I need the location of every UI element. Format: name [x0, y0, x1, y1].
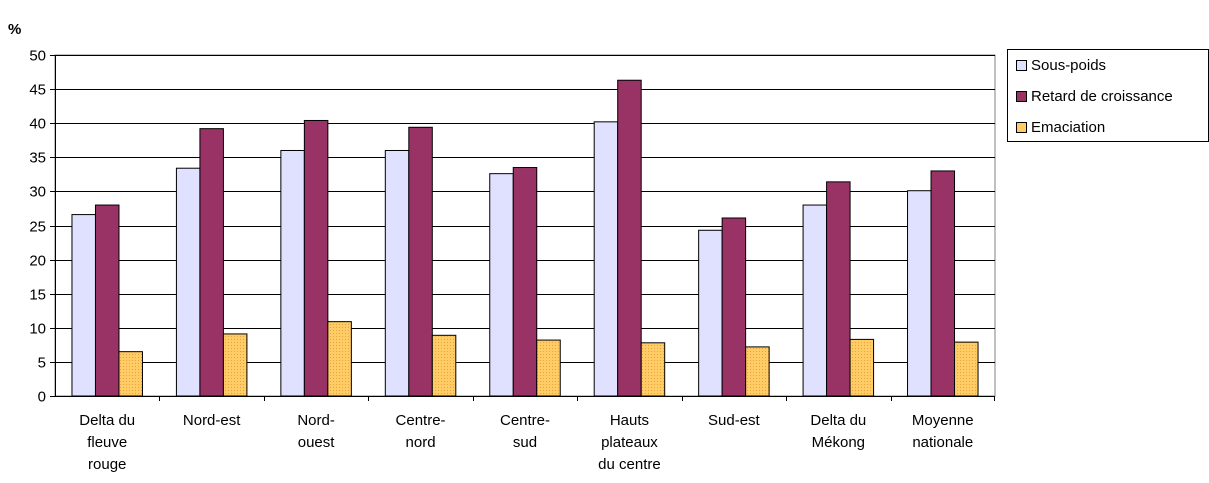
- bar-retard-de-croissance: [930, 170, 956, 397]
- bar-emaciation: [536, 339, 561, 397]
- x-tick-label: Nord-est: [183, 412, 241, 429]
- x-tick-label: Delta du Mékong: [810, 412, 866, 451]
- bar-sous-poids: [71, 214, 96, 397]
- y-tick-label: 10: [29, 321, 46, 338]
- x-tick-label: Delta du fleuve rouge: [79, 412, 135, 473]
- bar-emaciation: [954, 341, 979, 397]
- bar-emaciation: [640, 342, 666, 397]
- bar-retard-de-croissance: [617, 79, 642, 397]
- bar-retard-de-croissance: [199, 128, 224, 397]
- y-tick-label: 0: [38, 389, 46, 406]
- legend-swatch-sous-poids: [1016, 59, 1027, 71]
- bar-retard-de-croissance: [512, 167, 538, 397]
- bar-emaciation: [327, 321, 352, 397]
- bar-retard-de-croissance: [408, 126, 433, 397]
- bar-sous-poids: [593, 121, 619, 397]
- legend-swatch-emaciation: [1016, 121, 1027, 133]
- x-tick-label: Centre-nord: [396, 412, 446, 451]
- y-tick-label: 50: [29, 48, 46, 65]
- x-tick-label: Sud-est: [708, 412, 761, 429]
- bar-sous-poids: [907, 190, 932, 397]
- legend-item-sous-poids: Sous-poids: [1016, 56, 1106, 74]
- x-tick-label: Hauts plateaux du centre: [598, 412, 661, 473]
- bar-emaciation: [431, 334, 457, 397]
- bar-emaciation: [118, 351, 143, 397]
- bar-retard-de-croissance: [721, 217, 747, 397]
- x-tick-label: Nord-ouest: [297, 412, 335, 451]
- bar-sous-poids: [280, 149, 305, 397]
- x-tick-label: Moyenne nationale: [912, 412, 974, 451]
- legend-label: Emaciation: [1031, 118, 1106, 136]
- legend: Sous-poids Retard de croissance Emaciati…: [1007, 49, 1209, 142]
- bar-retard-de-croissance: [94, 204, 120, 397]
- y-tick-label: 40: [29, 116, 46, 133]
- y-tick-label: 25: [29, 219, 46, 236]
- bar-sous-poids: [802, 204, 828, 397]
- y-tick-label: 5: [38, 355, 46, 372]
- legend-label: Retard de croissance: [1031, 87, 1173, 105]
- legend-item-emaciation: Emaciation: [1016, 118, 1105, 136]
- y-tick-label: 35: [29, 150, 46, 167]
- y-tick-label: 45: [29, 82, 46, 99]
- x-tick-label: Centre-sud: [500, 412, 550, 451]
- legend-item-retard-de-croissance: Retard de croissance: [1016, 87, 1173, 105]
- bar-retard-de-croissance: [303, 119, 329, 397]
- bar-sous-poids: [175, 167, 201, 397]
- bar-emaciation: [745, 346, 770, 397]
- y-tick-label: 15: [29, 287, 46, 304]
- legend-label: Sous-poids: [1031, 56, 1107, 74]
- bar-retard-de-croissance: [826, 181, 851, 397]
- y-tick-label: 20: [29, 253, 46, 270]
- bar-emaciation: [849, 338, 875, 397]
- legend-swatch-retard-de-croissance: [1016, 90, 1027, 102]
- bar-emaciation: [222, 333, 248, 397]
- y-axis-label: %: [8, 21, 21, 38]
- bar-sous-poids: [489, 173, 514, 397]
- y-tick-label: 30: [29, 184, 46, 201]
- bar-sous-poids: [698, 229, 723, 397]
- bar-sous-poids: [384, 149, 410, 397]
